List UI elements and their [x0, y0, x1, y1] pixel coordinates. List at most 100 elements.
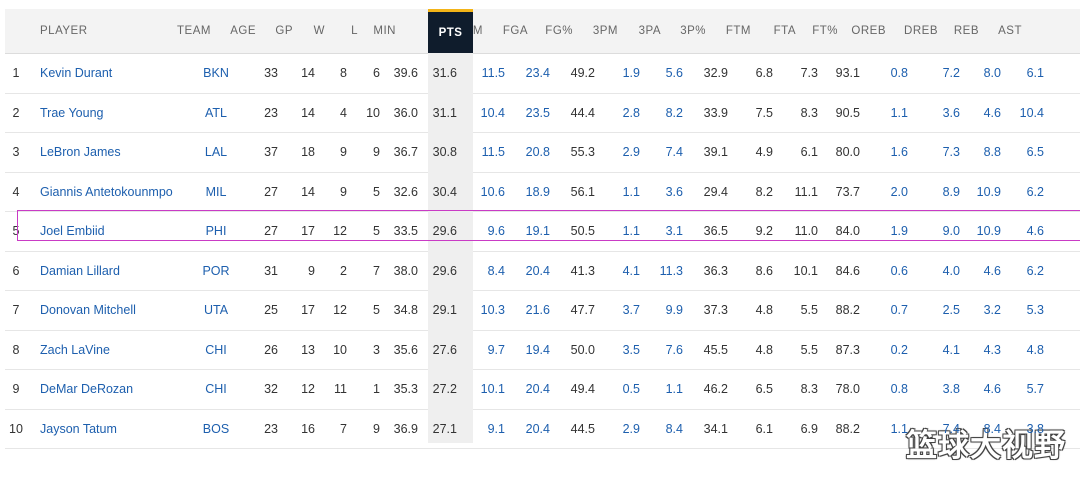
cell-dreb[interactable]: 7.3 [942, 145, 960, 160]
cell-reb[interactable]: 8.4 [983, 421, 1001, 436]
cell-3pm[interactable]: 3.7 [622, 303, 640, 318]
cell-3pa[interactable]: 3.6 [665, 184, 683, 199]
cell-oreb[interactable]: 1.6 [890, 145, 908, 160]
cell-player[interactable]: Jayson Tatum [40, 421, 117, 436]
cell-player[interactable]: Kevin Durant [40, 66, 113, 81]
cell-ast[interactable]: 6.5 [1026, 145, 1044, 160]
cell-team[interactable]: BOS [202, 421, 230, 436]
header-player[interactable]: PLAYER [40, 25, 88, 37]
cell-3pa[interactable]: 5.6 [665, 66, 683, 81]
cell-dreb[interactable]: 3.8 [942, 382, 960, 397]
cell-fgm[interactable]: 8.4 [487, 263, 505, 278]
header-fgp[interactable]: FG% [545, 25, 573, 37]
cell-fga[interactable]: 18.9 [525, 184, 550, 199]
cell-3pm[interactable]: 2.9 [622, 145, 640, 160]
cell-reb[interactable]: 4.3 [983, 342, 1001, 357]
cell-3pm[interactable]: 2.8 [622, 105, 640, 120]
cell-3pa[interactable]: 7.4 [665, 145, 683, 160]
cell-reb[interactable]: 4.6 [983, 105, 1001, 120]
cell-team[interactable]: PHI [205, 224, 227, 239]
cell-3pa[interactable]: 8.2 [665, 105, 683, 120]
cell-3pm[interactable]: 3.5 [622, 342, 640, 357]
cell-reb[interactable]: 4.6 [983, 382, 1001, 397]
cell-player[interactable]: LeBron James [40, 145, 121, 160]
cell-dreb[interactable]: 4.1 [942, 342, 960, 357]
cell-team[interactable]: UTA [203, 303, 229, 318]
cell-reb[interactable]: 8.8 [983, 145, 1001, 160]
cell-team[interactable]: BKN [203, 66, 229, 81]
cell-player[interactable]: Damian Lillard [40, 263, 120, 278]
cell-oreb[interactable]: 0.2 [890, 342, 908, 357]
cell-dreb[interactable]: 4.0 [942, 263, 960, 278]
cell-ast[interactable]: 5.3 [1026, 303, 1044, 318]
header-pts[interactable]: PTS [428, 9, 473, 53]
cell-ast[interactable]: 6.2 [1026, 263, 1044, 278]
cell-dreb[interactable]: 8.9 [942, 184, 960, 199]
header-l[interactable]: L [351, 25, 358, 37]
cell-reb[interactable]: 8.0 [983, 66, 1001, 81]
cell-fga[interactable]: 21.6 [525, 303, 550, 318]
cell-fgm[interactable]: 9.1 [487, 421, 505, 436]
cell-team[interactable]: CHI [205, 342, 227, 357]
cell-fga[interactable]: 20.8 [525, 145, 550, 160]
header-ftm[interactable]: FTM [725, 25, 751, 37]
header-ftp[interactable]: FT% [812, 25, 838, 37]
cell-3pa[interactable]: 1.1 [665, 382, 683, 397]
cell-team[interactable]: POR [202, 263, 230, 278]
cell-3pa[interactable]: 7.6 [665, 342, 683, 357]
header-3pp[interactable]: 3P% [680, 25, 706, 37]
cell-fgm[interactable]: 9.7 [487, 342, 505, 357]
cell-ast[interactable]: 4.8 [1026, 342, 1044, 357]
cell-fgm[interactable]: 9.6 [487, 224, 505, 239]
header-ast[interactable]: AST [998, 25, 1022, 37]
cell-oreb[interactable]: 0.7 [890, 303, 908, 318]
cell-fga[interactable]: 23.4 [525, 66, 550, 81]
cell-team[interactable]: MIL [205, 184, 227, 199]
cell-3pm[interactable]: 1.1 [622, 184, 640, 199]
cell-player[interactable]: Joel Embiid [40, 224, 105, 239]
cell-fgm[interactable]: 10.1 [480, 382, 505, 397]
cell-oreb[interactable]: 2.0 [890, 184, 908, 199]
cell-oreb[interactable]: 1.9 [890, 224, 908, 239]
cell-dreb[interactable]: 3.6 [942, 105, 960, 120]
cell-team[interactable]: LAL [204, 145, 228, 160]
cell-fga[interactable]: 19.1 [525, 224, 550, 239]
cell-3pa[interactable]: 3.1 [665, 224, 683, 239]
header-age[interactable]: AGE [230, 25, 256, 37]
cell-fga[interactable]: 20.4 [525, 263, 550, 278]
cell-ast[interactable]: 6.2 [1026, 184, 1044, 199]
cell-ast[interactable]: 4.6 [1026, 224, 1044, 239]
cell-3pm[interactable]: 4.1 [622, 263, 640, 278]
cell-3pa[interactable]: 8.4 [665, 421, 683, 436]
header-dreb[interactable]: DREB [904, 25, 938, 37]
header-min[interactable]: MIN [373, 25, 396, 37]
header-3pa[interactable]: 3PA [638, 25, 661, 37]
cell-fgm[interactable]: 10.6 [480, 184, 505, 199]
cell-fgm[interactable]: 10.3 [480, 303, 505, 318]
cell-fgm[interactable]: 11.5 [481, 66, 505, 81]
cell-3pa[interactable]: 11.3 [659, 263, 683, 278]
cell-oreb[interactable]: 0.8 [890, 382, 908, 397]
cell-3pm[interactable]: 0.5 [622, 382, 640, 397]
cell-player[interactable]: DeMar DeRozan [40, 382, 134, 397]
cell-fgm[interactable]: 11.5 [481, 145, 505, 160]
cell-player[interactable]: Giannis Antetokounmpo [40, 184, 173, 199]
cell-fgm[interactable]: 10.4 [480, 105, 505, 120]
cell-3pm[interactable]: 2.9 [622, 421, 640, 436]
cell-player[interactable]: Zach LaVine [40, 342, 110, 357]
header-w[interactable]: W [313, 25, 325, 37]
cell-reb[interactable]: 4.6 [983, 263, 1001, 278]
header-reb[interactable]: REB [953, 25, 979, 37]
cell-fga[interactable]: 19.4 [525, 342, 550, 357]
cell-3pm[interactable]: 1.9 [622, 66, 640, 81]
header-team[interactable]: TEAM [177, 25, 211, 37]
cell-reb[interactable]: 10.9 [976, 224, 1001, 239]
cell-reb[interactable]: 10.9 [976, 184, 1001, 199]
cell-fga[interactable]: 20.4 [525, 421, 550, 436]
header-oreb[interactable]: OREB [851, 25, 886, 37]
cell-dreb[interactable]: 9.0 [942, 224, 960, 239]
header-fga[interactable]: FGA [502, 25, 528, 37]
header-3pm[interactable]: 3PM [592, 25, 618, 37]
cell-ast[interactable]: 3.8 [1026, 421, 1044, 436]
header-gp[interactable]: GP [275, 25, 293, 37]
